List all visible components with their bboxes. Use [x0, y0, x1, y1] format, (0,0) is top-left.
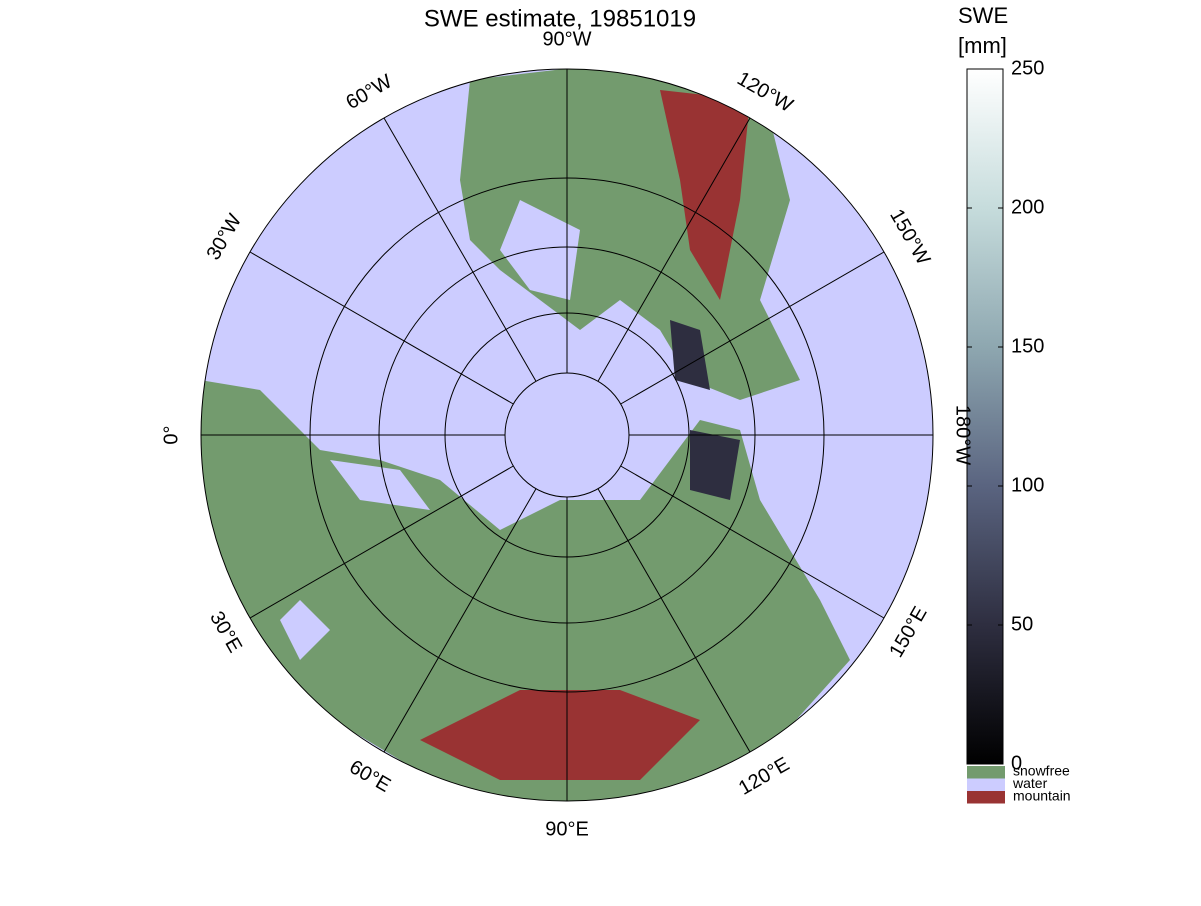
meridian	[620, 251, 885, 405]
meridian	[249, 465, 514, 619]
meridian-label: 60°E	[345, 756, 394, 797]
meridian	[620, 465, 885, 619]
meridian	[383, 117, 537, 382]
colorbar-label: SWE	[958, 3, 1008, 28]
colorbar-tick-label: 150	[1011, 335, 1044, 357]
colorbar	[966, 68, 1004, 765]
legend-label: water	[1012, 775, 1048, 791]
graticule	[200, 68, 934, 802]
colorbar-tick-label: 250	[1011, 57, 1044, 79]
meridian-label: 120°W	[733, 68, 796, 117]
colorbar-tick-label: 100	[1011, 474, 1044, 496]
meridian-label: 180°W	[952, 405, 974, 465]
map-title: SWE estimate, 19851019	[424, 5, 696, 32]
meridian-label: 120°E	[735, 753, 793, 799]
colorbar-tick-label: 200	[1011, 196, 1044, 218]
meridian-label: 0°	[160, 425, 182, 444]
legend-swatch	[967, 766, 1005, 779]
legend-swatch	[967, 778, 1005, 791]
meridian-label: 150°W	[885, 206, 934, 269]
siberia-mountain	[420, 690, 700, 780]
legend-label: snowfree	[1013, 763, 1070, 779]
greenland	[500, 200, 580, 300]
meridian-label: 60°W	[342, 70, 396, 114]
legend-label: mountain	[1013, 788, 1071, 804]
europe-water	[280, 460, 430, 660]
meridian-label: 30°W	[202, 210, 246, 264]
colorbar-tick-label: 0	[1011, 752, 1022, 774]
meridian	[597, 117, 751, 382]
legend-swatch	[967, 791, 1005, 804]
meridian-label: 150°E	[885, 603, 931, 661]
meridian-label: 90°W	[542, 28, 591, 50]
meridian-label: 90°E	[545, 818, 589, 840]
meridian	[597, 488, 751, 753]
meridian	[383, 488, 537, 753]
colorbar-label: [mm]	[958, 33, 1007, 58]
colorbar-tick-label: 50	[1011, 613, 1033, 635]
meridian-label: 30°E	[205, 608, 246, 657]
meridian	[249, 251, 514, 405]
